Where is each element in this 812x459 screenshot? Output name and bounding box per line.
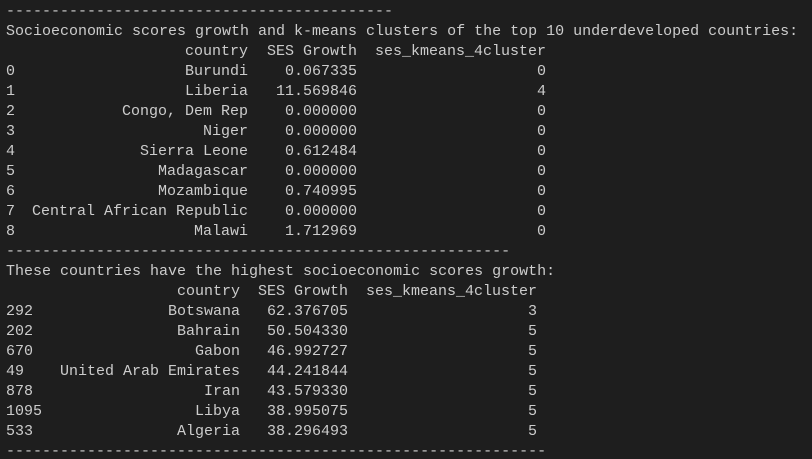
row-index: 1 xyxy=(6,83,15,100)
row-index: 3 xyxy=(6,123,15,140)
table-cell: 0.000000 xyxy=(285,203,357,220)
table-cell: 0 xyxy=(537,63,546,80)
table-cell: 3 xyxy=(528,303,537,320)
separator: ----------------------------------------… xyxy=(6,443,546,459)
row-index: 0 xyxy=(6,63,15,80)
table-cell: 5 xyxy=(528,343,537,360)
table-cell: Libya xyxy=(195,403,240,420)
column-header: ses_kmeans_4cluster xyxy=(366,283,537,300)
table-cell: 0.740995 xyxy=(285,183,357,200)
table-cell: 5 xyxy=(528,383,537,400)
separator: ----------------------------------------… xyxy=(6,243,510,260)
row-index: 5 xyxy=(6,163,15,180)
table-cell: 46.992727 xyxy=(267,343,348,360)
table-cell: 0 xyxy=(537,103,546,120)
table-cell: Algeria xyxy=(177,423,240,440)
table-cell: Central African Republic xyxy=(32,203,248,220)
row-index: 292 xyxy=(6,303,33,320)
table-cell: 0.612484 xyxy=(285,143,357,160)
table-cell: Sierra Leone xyxy=(140,143,248,160)
table-cell: Botswana xyxy=(168,303,240,320)
table-cell: 11.569846 xyxy=(276,83,357,100)
row-index: 6 xyxy=(6,183,15,200)
column-header: country xyxy=(177,283,240,300)
table-cell: 44.241844 xyxy=(267,363,348,380)
table-cell: 38.995075 xyxy=(267,403,348,420)
table-cell: Bahrain xyxy=(177,323,240,340)
table-cell: 5 xyxy=(528,323,537,340)
table-cell: Liberia xyxy=(185,83,248,100)
row-index: 4 xyxy=(6,143,15,160)
row-index: 878 xyxy=(6,383,33,400)
column-header: country xyxy=(185,43,248,60)
row-index: 670 xyxy=(6,343,33,360)
column-header: SES Growth xyxy=(258,283,348,300)
table-cell: 5 xyxy=(528,363,537,380)
section-title: These countries have the highest socioec… xyxy=(6,263,555,280)
column-header: ses_kmeans_4cluster xyxy=(375,43,546,60)
table-cell: 50.504330 xyxy=(267,323,348,340)
table-cell: Iran xyxy=(204,383,240,400)
table-cell: 0.000000 xyxy=(285,163,357,180)
row-index: 7 xyxy=(6,203,15,220)
separator: ----------------------------------------… xyxy=(6,3,393,20)
table-cell: 62.376705 xyxy=(267,303,348,320)
row-index: 202 xyxy=(6,323,33,340)
row-index: 8 xyxy=(6,223,15,240)
table-cell: 0.000000 xyxy=(285,103,357,120)
table-cell: Malawi xyxy=(194,223,248,240)
row-index: 2 xyxy=(6,103,15,120)
table-cell: Congo, Dem Rep xyxy=(122,103,248,120)
table-cell: 0 xyxy=(537,203,546,220)
table-cell: United Arab Emirates xyxy=(60,363,240,380)
column-header: SES Growth xyxy=(267,43,357,60)
table-cell: 0 xyxy=(537,183,546,200)
table-cell: 0 xyxy=(537,123,546,140)
table-cell: Mozambique xyxy=(158,183,248,200)
table-cell: 4 xyxy=(537,83,546,100)
table-cell: 0 xyxy=(537,143,546,160)
table-cell: 5 xyxy=(528,423,537,440)
table-cell: 43.579330 xyxy=(267,383,348,400)
row-index: 49 xyxy=(6,363,24,380)
table-cell: 0 xyxy=(537,163,546,180)
table-cell: 1.712969 xyxy=(285,223,357,240)
table-cell: Gabon xyxy=(195,343,240,360)
row-index: 533 xyxy=(6,423,33,440)
table-cell: 0 xyxy=(537,223,546,240)
row-index: 1095 xyxy=(6,403,42,420)
table-cell: Niger xyxy=(203,123,248,140)
table-cell: 5 xyxy=(528,403,537,420)
table-cell: Burundi xyxy=(185,63,248,80)
section-title: Socioeconomic scores growth and k-means … xyxy=(6,23,798,40)
table-cell: 0.067335 xyxy=(285,63,357,80)
table-cell: 38.296493 xyxy=(267,423,348,440)
table-cell: 0.000000 xyxy=(285,123,357,140)
table-cell: Madagascar xyxy=(158,163,248,180)
